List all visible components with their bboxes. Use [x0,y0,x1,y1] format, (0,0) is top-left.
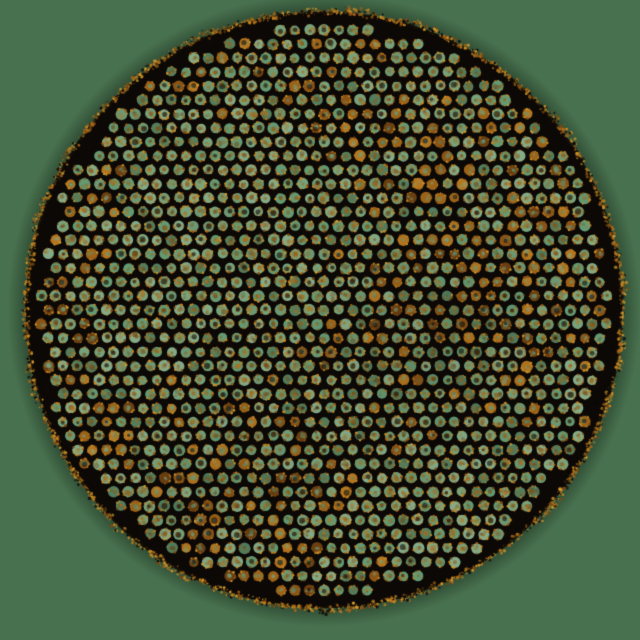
photo-stage [0,0,640,640]
perforated-grille-photo [0,0,640,640]
